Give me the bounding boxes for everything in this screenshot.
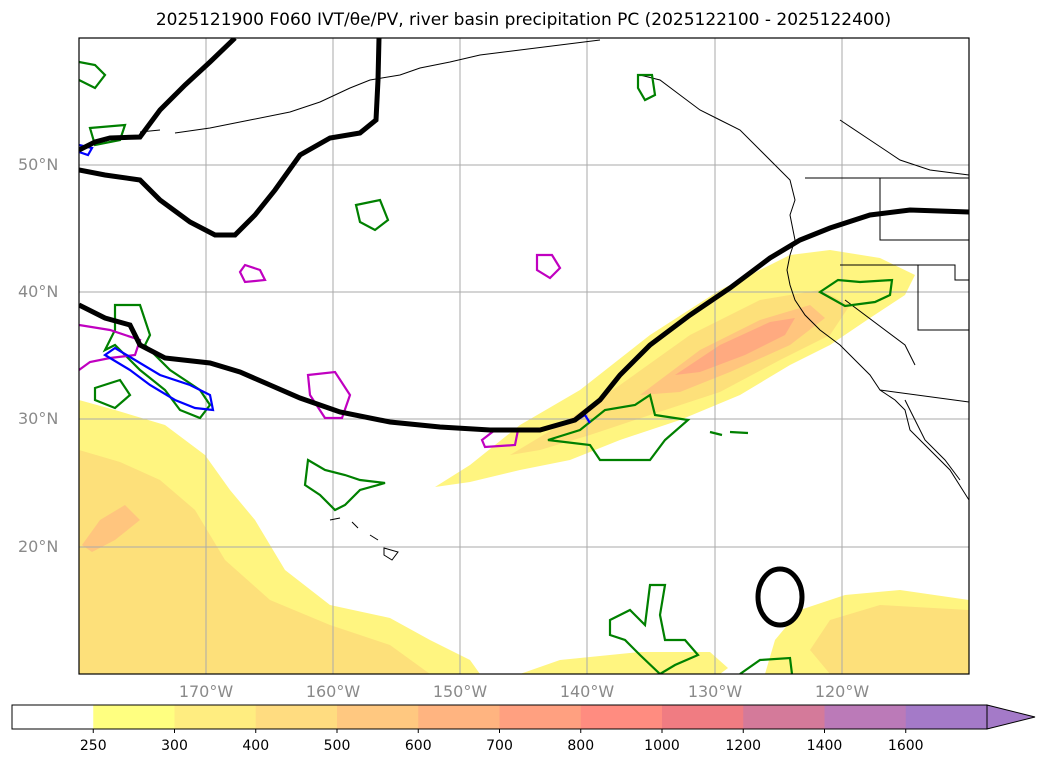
lat-label-50n: 50°N (18, 155, 59, 174)
alaska-coast (174, 39, 601, 134)
colorbar-label: 250 (79, 738, 107, 754)
precip-contour-green (709, 430, 749, 437)
state-boundary-2 (840, 264, 969, 281)
colorbar-segment (580, 705, 663, 729)
state-boundary-3 (917, 265, 969, 331)
precip-contour-green (79, 60, 107, 90)
lon-label-150w: 150°W (432, 682, 488, 701)
colorbar-label: 400 (242, 738, 270, 754)
colorbar-segment (905, 705, 988, 729)
hawaii-islands (329, 517, 399, 561)
precip-contour-green (354, 198, 390, 232)
precip-contour-green (303, 458, 386, 512)
state-boundary-1 (879, 178, 969, 241)
colorbar-label: 800 (567, 738, 595, 754)
colorbar-label: 1600 (887, 738, 924, 754)
theta-contour-south-loop (755, 566, 805, 628)
us-west-coast (786, 239, 969, 501)
precip-contour-green (817, 278, 894, 308)
state-boundary-4 (844, 299, 916, 366)
lat-label-30n: 30°N (18, 409, 59, 428)
colorbar-segment (662, 705, 744, 729)
colorbar (11, 704, 1036, 733)
precip-contour-magenta (306, 370, 352, 420)
precip-contour-green (636, 73, 657, 102)
colorbar-label: 1200 (725, 738, 762, 754)
ivt-region-southcentral (520, 652, 728, 674)
lat-label-20n: 20°N (18, 537, 59, 556)
precip-contour-magenta (79, 323, 142, 371)
precip-contour-green (102, 303, 212, 420)
colorbar-extend-arrow (986, 704, 1036, 730)
lon-label-130w: 130°W (687, 682, 743, 701)
precip-contour-green (608, 583, 700, 674)
theta-contour-main (79, 207, 969, 433)
baja-coast (904, 399, 961, 481)
colorbar-label: 500 (323, 738, 351, 754)
colorbar-segment (12, 705, 94, 729)
ivt-region-west-core (82, 505, 140, 552)
precip-contour-magenta (535, 253, 562, 280)
map-frame (78, 37, 970, 675)
border-us-mexico (879, 389, 969, 403)
precip-contour-blue (102, 346, 215, 412)
colorbar-label: 300 (161, 738, 188, 754)
precip-contour-green (547, 393, 691, 462)
colorbar-segment (255, 705, 338, 729)
colorbar-segment (499, 705, 582, 729)
lon-label-120w: 120°W (814, 682, 870, 701)
figure-title: 2025121900 F060 IVT/θe/PV, river basin p… (155, 10, 892, 30)
colorbar-segment (743, 705, 825, 729)
colorbar-label: 700 (486, 738, 513, 754)
precip-contour-green (93, 378, 132, 410)
ivt-ar-core (675, 318, 795, 375)
ivt-region-southeast-inner (810, 605, 969, 674)
colorbar-label: 1000 (644, 738, 680, 754)
precip-contour-green (739, 656, 794, 674)
colorbar-label: 1400 (806, 738, 843, 754)
lon-label-170w: 170°W (178, 682, 234, 701)
theta-contours (79, 38, 969, 628)
precip-contours (79, 60, 894, 674)
colorbar-label: 600 (404, 738, 432, 754)
colorbar-segment (174, 705, 257, 729)
colorbar-segment (418, 705, 500, 729)
colorbar-segment (93, 705, 175, 729)
theta-contour-north (79, 38, 237, 153)
lat-label-40n: 40°N (18, 282, 59, 301)
ivt-shading (79, 250, 969, 674)
theta-contour-loop (79, 38, 382, 238)
lon-label-160w: 160°W (305, 682, 361, 701)
precip-contour-magenta (238, 263, 267, 284)
colorbar-segment (824, 705, 907, 729)
bc-coast (639, 74, 796, 241)
ivt-region-west-inner (79, 450, 430, 674)
lon-label-140w: 140°W (559, 682, 615, 701)
coastlines (99, 39, 969, 561)
canada-interior (839, 119, 969, 176)
colorbar-segment (337, 705, 419, 729)
